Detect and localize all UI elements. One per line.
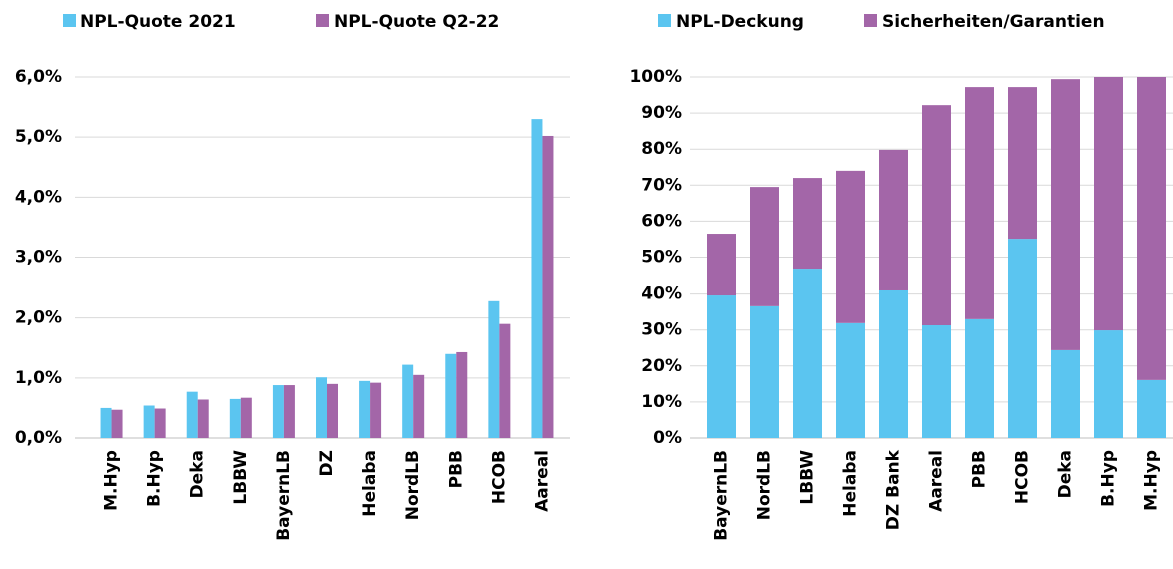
bar (154, 408, 166, 438)
legend-label: NPL-Quote Q2-22 (334, 12, 499, 32)
bar (445, 353, 457, 438)
y-tick-label: 100% (629, 67, 682, 87)
bar-segment (1051, 79, 1080, 350)
bar (370, 382, 382, 438)
legend-swatch (63, 14, 76, 27)
bar-segment (1094, 77, 1123, 331)
bar-segment (750, 187, 779, 306)
bar (499, 323, 511, 438)
x-tick-label: DZ Bank (884, 449, 904, 530)
legend-swatch (864, 14, 877, 27)
bar-segment (707, 295, 736, 438)
bar (240, 397, 252, 438)
y-tick-label: 30% (641, 320, 682, 340)
y-tick-label: 40% (641, 284, 682, 304)
bar (413, 374, 425, 438)
bar (402, 364, 414, 438)
bar (531, 119, 543, 438)
x-tick-label: HCOB (1013, 450, 1033, 504)
bar-segment (1008, 87, 1037, 240)
bar (143, 405, 155, 438)
bar-segment (750, 305, 779, 438)
bar-segment (1137, 379, 1166, 438)
x-tick-label: M.Hyp (102, 450, 122, 511)
bar-segment (793, 269, 822, 438)
bar-segment (836, 322, 865, 438)
y-tick-label: 80% (641, 139, 682, 159)
bar (229, 398, 241, 438)
x-tick-label: BayernLB (274, 450, 294, 541)
x-tick-label: Aareal (532, 450, 552, 512)
bar (327, 383, 338, 438)
bar (100, 407, 112, 438)
bar (197, 399, 209, 438)
bar (272, 385, 284, 438)
y-tick-label: 90% (641, 103, 682, 123)
x-tick-label: LBBW (798, 450, 818, 505)
bar (488, 300, 500, 438)
bar-segment (965, 318, 994, 438)
bar-segment (922, 105, 951, 326)
bar (316, 377, 327, 438)
y-tick-label: 50% (641, 248, 682, 268)
bar-segment (836, 170, 865, 323)
x-tick-label: BayernLB (712, 450, 732, 541)
x-tick-label: PBB (970, 450, 990, 488)
bar (186, 391, 198, 438)
x-tick-label: HCOB (489, 450, 509, 504)
y-tick-label: 5,0% (15, 127, 62, 147)
x-tick-label: NordLB (755, 450, 775, 520)
bar-segment (879, 289, 908, 438)
bar-segment (1051, 349, 1080, 438)
x-tick-label: Helaba (841, 450, 861, 517)
bar (542, 135, 554, 439)
y-tick-label: 0,0% (15, 428, 62, 448)
y-tick-label: 20% (641, 356, 682, 376)
x-tick-label: Deka (1056, 450, 1076, 498)
x-tick-label: M.Hyp (1142, 450, 1162, 511)
bar-segment (922, 325, 951, 438)
y-tick-label: 60% (641, 211, 682, 231)
bar-segment (965, 87, 994, 319)
x-tick-label: Deka (188, 450, 208, 498)
bar (111, 409, 123, 438)
bar-segment (793, 178, 822, 270)
legend-swatch (658, 14, 671, 27)
x-tick-label: B.Hyp (145, 450, 165, 507)
bar-segment (707, 234, 736, 296)
x-tick-label: PBB (446, 450, 466, 488)
y-tick-label: 1,0% (15, 368, 62, 388)
y-tick-label: 4,0% (15, 187, 62, 207)
y-tick-label: 3,0% (15, 248, 62, 268)
y-tick-label: 0% (653, 428, 682, 448)
bar-segment (1008, 239, 1037, 438)
x-tick-label: LBBW (231, 450, 251, 505)
bar (283, 385, 295, 438)
x-tick-label: NordLB (403, 450, 423, 520)
bar (359, 380, 371, 438)
bar-segment (879, 149, 908, 290)
y-tick-label: 70% (641, 175, 682, 195)
y-tick-label: 2,0% (15, 308, 62, 328)
x-tick-label: DZ (317, 450, 337, 476)
legend-label: NPL-Quote 2021 (80, 12, 236, 32)
x-tick-label: Helaba (360, 450, 380, 517)
bar-segment (1094, 330, 1123, 438)
bar (456, 351, 468, 438)
y-tick-label: 6,0% (15, 67, 62, 87)
y-tick-label: 10% (641, 392, 682, 412)
legend-swatch (316, 14, 329, 27)
legend-label: Sicherheiten/Garantien (882, 12, 1105, 32)
x-tick-label: B.Hyp (1099, 450, 1119, 507)
x-tick-label: Aareal (927, 450, 947, 512)
bar-segment (1137, 77, 1166, 380)
legend-label: NPL-Deckung (676, 12, 804, 32)
